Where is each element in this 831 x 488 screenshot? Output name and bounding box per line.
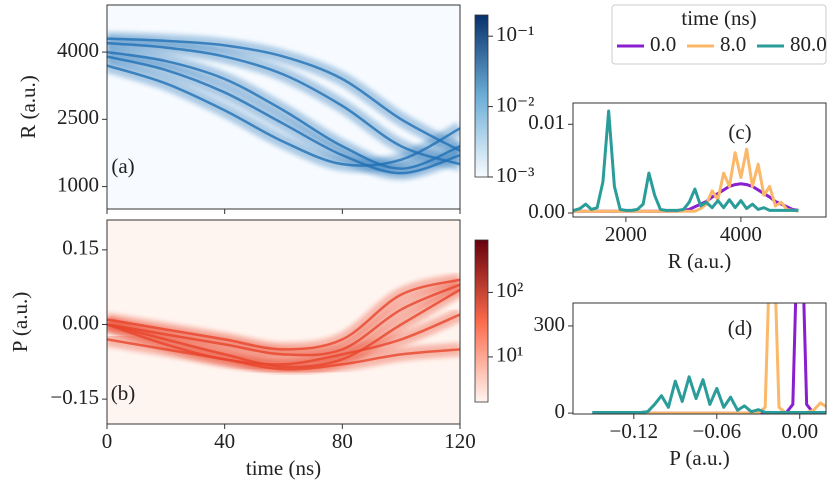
legend-label: 80.0 bbox=[790, 32, 827, 56]
plot-area bbox=[107, 220, 460, 424]
series-line bbox=[592, 375, 826, 414]
x-axis-label: R (a.u.) bbox=[668, 249, 732, 273]
ridge bbox=[107, 64, 460, 167]
series-line bbox=[573, 147, 799, 213]
plot-area bbox=[573, 109, 799, 213]
y-tick-label: 0.00 bbox=[62, 310, 99, 334]
y-tick-label: 4000 bbox=[57, 38, 99, 62]
y-tick-label: −0.15 bbox=[50, 385, 99, 409]
axes-frame bbox=[572, 102, 827, 218]
x-tick-label: 2000 bbox=[605, 222, 647, 246]
axes-frame bbox=[106, 219, 461, 425]
axes-frame bbox=[572, 302, 827, 415]
colorbar-tick-label: 10¹ bbox=[496, 343, 523, 367]
axes-frame bbox=[106, 4, 461, 210]
x-tick-label: −0.06 bbox=[692, 419, 741, 443]
plot-area bbox=[107, 5, 460, 209]
y-tick-label: 1000 bbox=[57, 172, 99, 196]
panel-label: (d) bbox=[728, 316, 753, 340]
y-tick-label: 0.15 bbox=[62, 236, 99, 260]
colorbar bbox=[474, 14, 489, 178]
x-axis-label: time (ns) bbox=[246, 456, 321, 480]
x-tick-label: 120 bbox=[444, 429, 476, 453]
y-tick-label: 2500 bbox=[57, 105, 99, 129]
colorbar bbox=[474, 239, 489, 403]
x-tick-label: 80 bbox=[332, 429, 353, 453]
legend-label: 0.0 bbox=[650, 32, 676, 56]
y-axis-label: P (a.u.) bbox=[8, 292, 32, 352]
plot-area bbox=[592, 303, 826, 414]
x-tick-label: −0.12 bbox=[610, 419, 659, 443]
panel-label: (c) bbox=[728, 120, 751, 144]
x-tick-label: 40 bbox=[214, 429, 235, 453]
ridge bbox=[107, 278, 460, 351]
legend-label: 8.0 bbox=[720, 32, 746, 56]
panel-label: (b) bbox=[111, 381, 136, 405]
y-axis-label: R (a.u.) bbox=[16, 75, 40, 139]
y-tick-label: 0.01 bbox=[528, 110, 565, 134]
y-tick-label: 0 bbox=[555, 399, 566, 423]
x-tick-label: 0 bbox=[102, 429, 113, 453]
x-axis-label: P (a.u.) bbox=[669, 446, 729, 470]
y-tick-label: 300 bbox=[534, 312, 566, 336]
x-tick-label: 0.00 bbox=[781, 419, 818, 443]
legend-box bbox=[611, 4, 827, 65]
panel-label: (a) bbox=[111, 154, 134, 178]
legend-title: time (ns) bbox=[681, 6, 756, 30]
ridge bbox=[107, 313, 460, 366]
series-line bbox=[573, 109, 799, 212]
colorbar-tick-label: 10⁻² bbox=[496, 92, 534, 116]
colorbar-tick-label: 10⁻¹ bbox=[496, 22, 534, 46]
colorbar-tick-label: 10⁻³ bbox=[496, 163, 534, 187]
colorbar-tick-label: 10² bbox=[496, 278, 523, 302]
ridge bbox=[107, 55, 460, 175]
ridge bbox=[107, 37, 460, 152]
y-tick-label: 0.00 bbox=[528, 199, 565, 223]
x-tick-label: 4000 bbox=[720, 222, 762, 246]
series-line bbox=[592, 303, 826, 414]
